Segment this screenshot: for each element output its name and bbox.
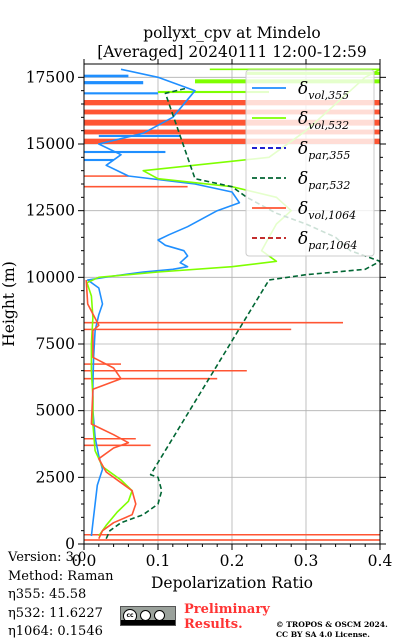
band-vol-1064 <box>84 138 380 144</box>
band-vol-1064 <box>84 328 292 331</box>
band-vol-1064 <box>84 370 247 372</box>
band-vol-355 <box>84 158 114 162</box>
x-axis-label: Depolarization Ratio <box>151 574 313 592</box>
y-tick-label: 5000 <box>36 402 75 420</box>
y-tick-label: 2500 <box>36 468 75 486</box>
version-text: Version: 3.0 <box>8 550 87 565</box>
band-vol-355 <box>84 74 129 78</box>
band-vol-1064 <box>84 444 151 447</box>
legend-label: δvol,355 <box>298 79 349 102</box>
band-vol-1064 <box>84 438 136 440</box>
band-vol-532 <box>209 68 380 71</box>
data-lines <box>85 68 381 540</box>
chart-title-line1: pollyxt_cpv at Mindelo <box>143 24 321 42</box>
y-tick-label: 17500 <box>26 68 75 86</box>
data-bands <box>84 68 380 541</box>
series-line-vol-532 <box>86 68 381 537</box>
legend-box <box>245 69 375 257</box>
legend-label: δvol,532 <box>298 109 349 132</box>
y-tick-label: 0 <box>65 535 75 553</box>
y-axis-label: Height (m) <box>0 261 18 347</box>
band-vol-1064 <box>84 534 380 536</box>
legend-label: δvol,1064 <box>298 199 356 222</box>
retrieval-info: Version: 3.0 Method: Raman η355: 45.58 η… <box>8 549 114 642</box>
band-vol-1064 <box>84 377 218 380</box>
axis-ticks: 0.0 0.1 0.2 0.3 0.4 0 2500 5000 7500 10000 12500 15… <box>26 59 393 570</box>
chart-title-line2: [Averaged] 20240111 12:00-12:59 <box>97 43 367 61</box>
band-vol-1064 <box>84 175 129 177</box>
eta355-text: η355: 45.58 <box>8 587 87 603</box>
preliminary-line1: Preliminary <box>184 602 270 617</box>
copyright-notice: © TROPOS & OSCM 2024. CC BY SA 4.0 Licen… <box>276 620 388 639</box>
y-tick-label: 15000 <box>26 135 75 153</box>
cc-license-badge: cc <box>120 606 176 626</box>
x-tick-label: 0.3 <box>294 552 319 570</box>
eta532-text: η532: 11.6227 <box>8 605 103 621</box>
copyright-line2: CC BY SA 4.0 License. <box>276 629 370 639</box>
x-tick-label: 0.1 <box>146 552 171 570</box>
legend: δvol,355 δvol,532 δpar,355 δpar,532 δvol,106… <box>245 69 375 257</box>
y-tick-label: 12500 <box>26 202 75 220</box>
preliminary-line2: Results. <box>184 617 243 632</box>
x-tick-label: 0.4 <box>368 552 393 570</box>
band-vol-1064 <box>84 119 380 126</box>
band-vol-355 <box>84 81 144 85</box>
legend-label: δpar,1064 <box>298 229 357 252</box>
band-vol-1064 <box>84 321 343 324</box>
method-text: Method: Raman <box>8 568 114 584</box>
band-vol-1064 <box>84 363 121 365</box>
legend-label: δpar,355 <box>298 139 350 162</box>
x-tick-label: 0.0 <box>72 552 97 570</box>
preliminary-notice: Preliminary Results. <box>184 602 270 632</box>
band-vol-1064 <box>84 185 188 188</box>
band-vol-355 <box>98 134 181 138</box>
band-vol-1064 <box>84 109 380 115</box>
band-vol-532 <box>158 90 269 94</box>
y-tick-label: 7500 <box>36 335 75 353</box>
y-tick-label: 10000 <box>26 268 75 286</box>
series-line-vol-355 <box>86 68 241 537</box>
copyright-line1: © TROPOS & OSCM 2024. <box>276 620 388 629</box>
legend-label: δpar,532 <box>298 169 350 192</box>
band-vol-1064 <box>84 539 380 541</box>
band-vol-355 <box>84 150 166 154</box>
x-tick-label: 0.2 <box>220 552 245 570</box>
band-vol-1064 <box>84 100 380 106</box>
series-line-vol-1064 <box>85 279 137 540</box>
band-vol-355 <box>84 92 158 95</box>
band-vol-1064 <box>84 129 380 135</box>
eta1064-text: η1064: 0.1546 <box>8 624 103 640</box>
series-line-par-532 <box>105 87 381 540</box>
badge-bar <box>121 620 175 625</box>
